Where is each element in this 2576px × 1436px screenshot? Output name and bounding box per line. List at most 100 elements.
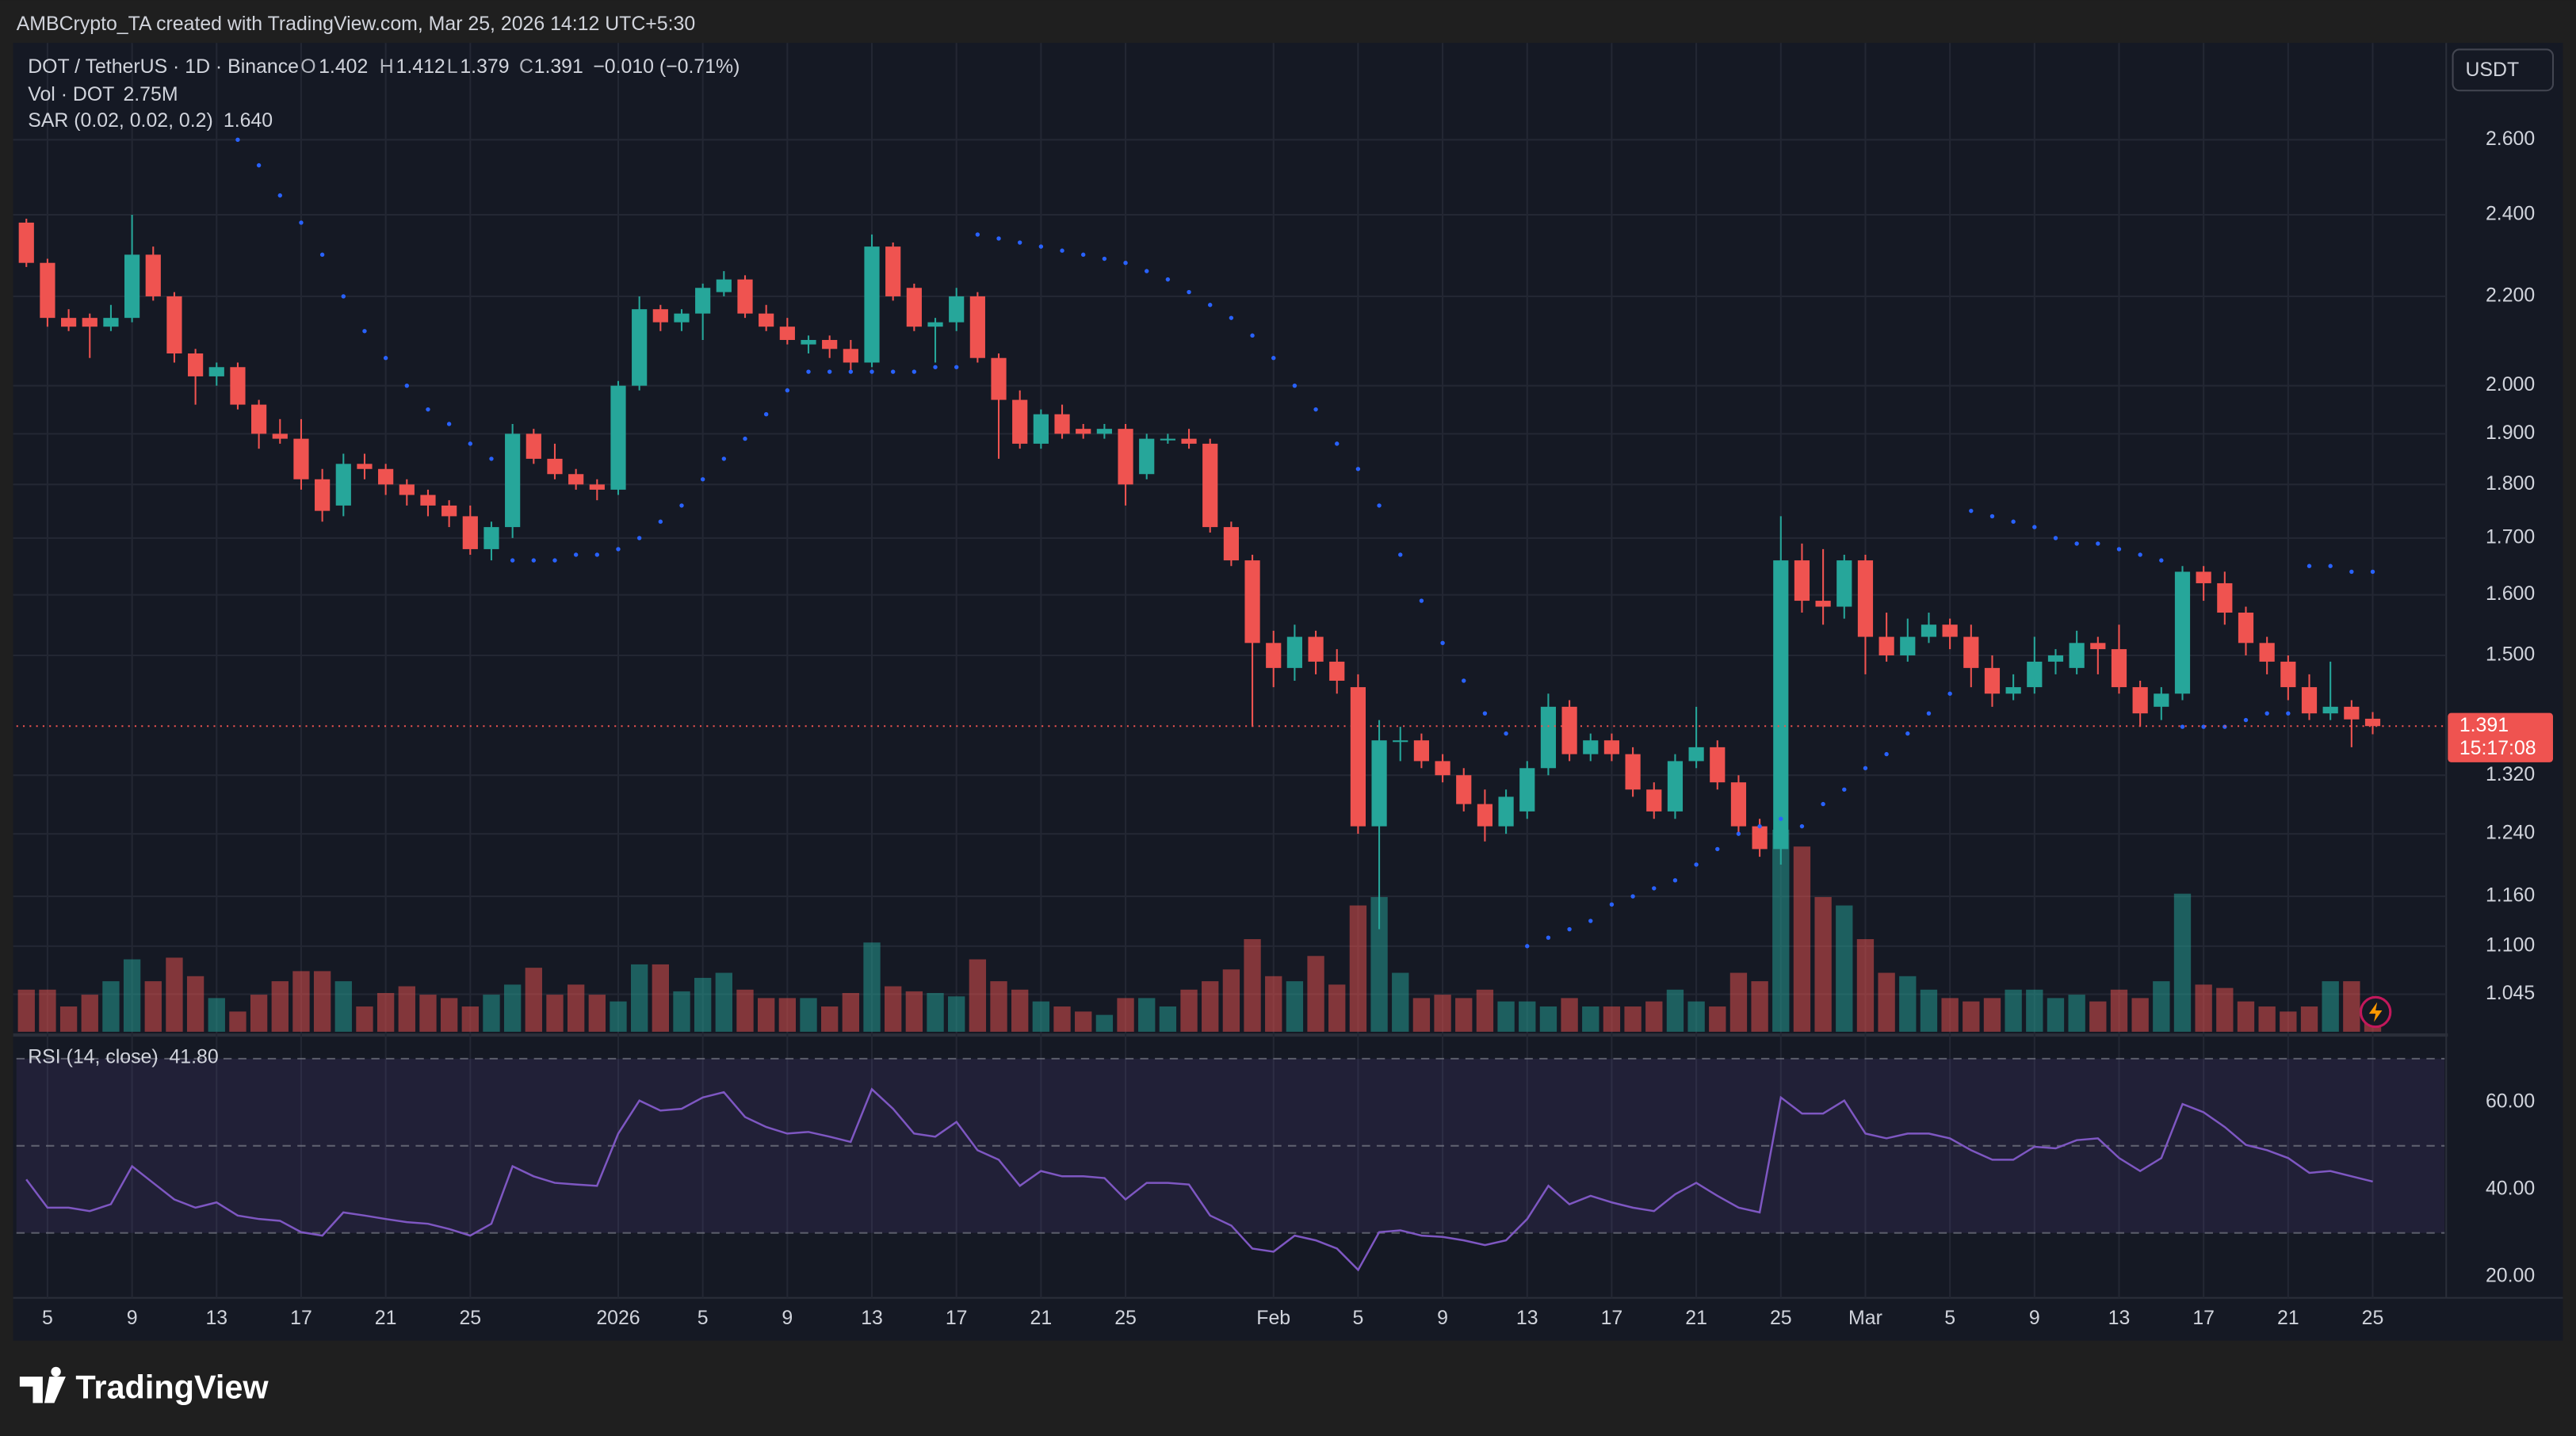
change: −0.010 (−0.71%) — [593, 55, 740, 78]
candle-body — [2238, 613, 2254, 644]
volume-bar — [1603, 1006, 1621, 1032]
volume-bar — [1349, 905, 1367, 1032]
volume-bar — [1180, 989, 1198, 1032]
y-tick-label: 1.100 — [2486, 934, 2535, 956]
candle-body — [1456, 775, 1472, 804]
sar-dot — [299, 220, 304, 225]
candle-body — [885, 246, 901, 296]
currency-button[interactable] — [2452, 48, 2555, 92]
candle-body — [1371, 740, 1387, 827]
x-tick-label: 2026 — [596, 1307, 640, 1329]
price-tag-value: 1.391 — [2459, 714, 2509, 736]
volume-bar — [1370, 896, 1388, 1032]
candle-body — [1752, 826, 1768, 850]
volume-bar — [419, 995, 437, 1032]
x-tick-label: 17 — [946, 1307, 968, 1329]
volume-bar — [1497, 1001, 1515, 1032]
sar-dot — [658, 519, 663, 524]
candle-body — [2005, 687, 2021, 694]
sar-dot — [1271, 356, 1276, 361]
volume-bar — [1434, 995, 1451, 1032]
y-tick-label: 1.160 — [2486, 884, 2535, 907]
sar-dot — [468, 441, 473, 446]
x-tick-label: 21 — [375, 1307, 397, 1329]
sar-dot — [743, 436, 747, 441]
sar-dot — [1546, 935, 1551, 940]
volume-bar — [1624, 1006, 1642, 1032]
candle-body — [1878, 636, 1894, 655]
candle-body — [1984, 667, 2001, 694]
volume-bar — [630, 964, 648, 1032]
x-tick-label: 9 — [127, 1307, 138, 1329]
volume-bar — [1222, 969, 1240, 1032]
sar-dot — [1398, 552, 1403, 557]
candle-body — [1244, 560, 1260, 644]
candle-layer — [18, 215, 2381, 930]
volume-bar — [334, 981, 352, 1032]
sar-dot — [2074, 541, 2079, 546]
sar-dot — [2265, 711, 2269, 716]
volume-bar — [905, 991, 923, 1032]
candle-body — [1096, 429, 1112, 434]
candle-body — [378, 468, 394, 485]
sar-dot — [1779, 816, 1783, 821]
sar-dot — [869, 369, 874, 374]
sar-dot — [2096, 541, 2100, 546]
volume-bar — [483, 995, 500, 1032]
volume-bar — [525, 968, 542, 1032]
volume-bar — [1963, 1001, 1980, 1032]
sar-dot — [1736, 831, 1741, 836]
ohlc-key: L — [447, 55, 458, 78]
currency: USDT — [2465, 59, 2519, 81]
x-tick-label: 9 — [2029, 1307, 2040, 1329]
y-tick-label: 2.000 — [2486, 373, 2535, 395]
candle-body — [1561, 706, 1577, 754]
candle-body — [124, 254, 140, 319]
candle-body — [420, 495, 436, 506]
x-tick-label: 25 — [1770, 1307, 1792, 1329]
candle-body — [2217, 582, 2233, 613]
volume-bar — [990, 981, 1007, 1032]
sar-dot — [954, 365, 959, 369]
sar-dot — [341, 294, 346, 299]
sar-dot — [1504, 731, 1508, 736]
volume-bar — [1729, 972, 1748, 1032]
volume-bar — [1307, 956, 1324, 1032]
volume-bar — [969, 959, 987, 1032]
candle-body — [1667, 761, 1684, 812]
volume-bar — [503, 984, 522, 1032]
candle-body — [526, 433, 541, 459]
sar-dot — [1926, 711, 1932, 716]
sar-dot — [1715, 846, 1720, 852]
sar-dot — [1440, 640, 1445, 646]
candle-body — [315, 479, 331, 511]
rsi-tick-label: 60.00 — [2486, 1090, 2535, 1112]
ohlc-value: 1.379 — [460, 55, 509, 78]
volume-layer — [17, 829, 2382, 1032]
sar-dot — [2201, 724, 2206, 729]
sar-dot — [1588, 919, 1593, 923]
volume-bar — [2216, 987, 2234, 1032]
sar-dot — [2328, 563, 2333, 568]
y-tick-label: 1.900 — [2486, 422, 2535, 444]
sar-dot — [975, 232, 980, 237]
candle-body — [2154, 693, 2169, 707]
candle-body — [759, 313, 774, 327]
volume-bar — [2068, 995, 2085, 1032]
candle-body — [441, 505, 457, 517]
candle-body — [2344, 706, 2360, 720]
candle-body — [843, 349, 858, 363]
sar-dot — [1187, 289, 1191, 295]
candle-body — [2132, 687, 2148, 714]
volume-bar — [59, 1006, 78, 1032]
candle-body — [1900, 636, 1916, 655]
volume-bar — [1244, 939, 1261, 1032]
sar-dot — [2053, 536, 2058, 540]
x-tick-label: 5 — [698, 1307, 709, 1329]
candle-body — [568, 474, 584, 485]
countdown: 15:17:08 — [2459, 737, 2536, 759]
candle-body — [335, 464, 351, 506]
candle-body — [589, 484, 605, 490]
symbol-title: DOT / TetherUS · 1D · Binance — [28, 55, 299, 78]
